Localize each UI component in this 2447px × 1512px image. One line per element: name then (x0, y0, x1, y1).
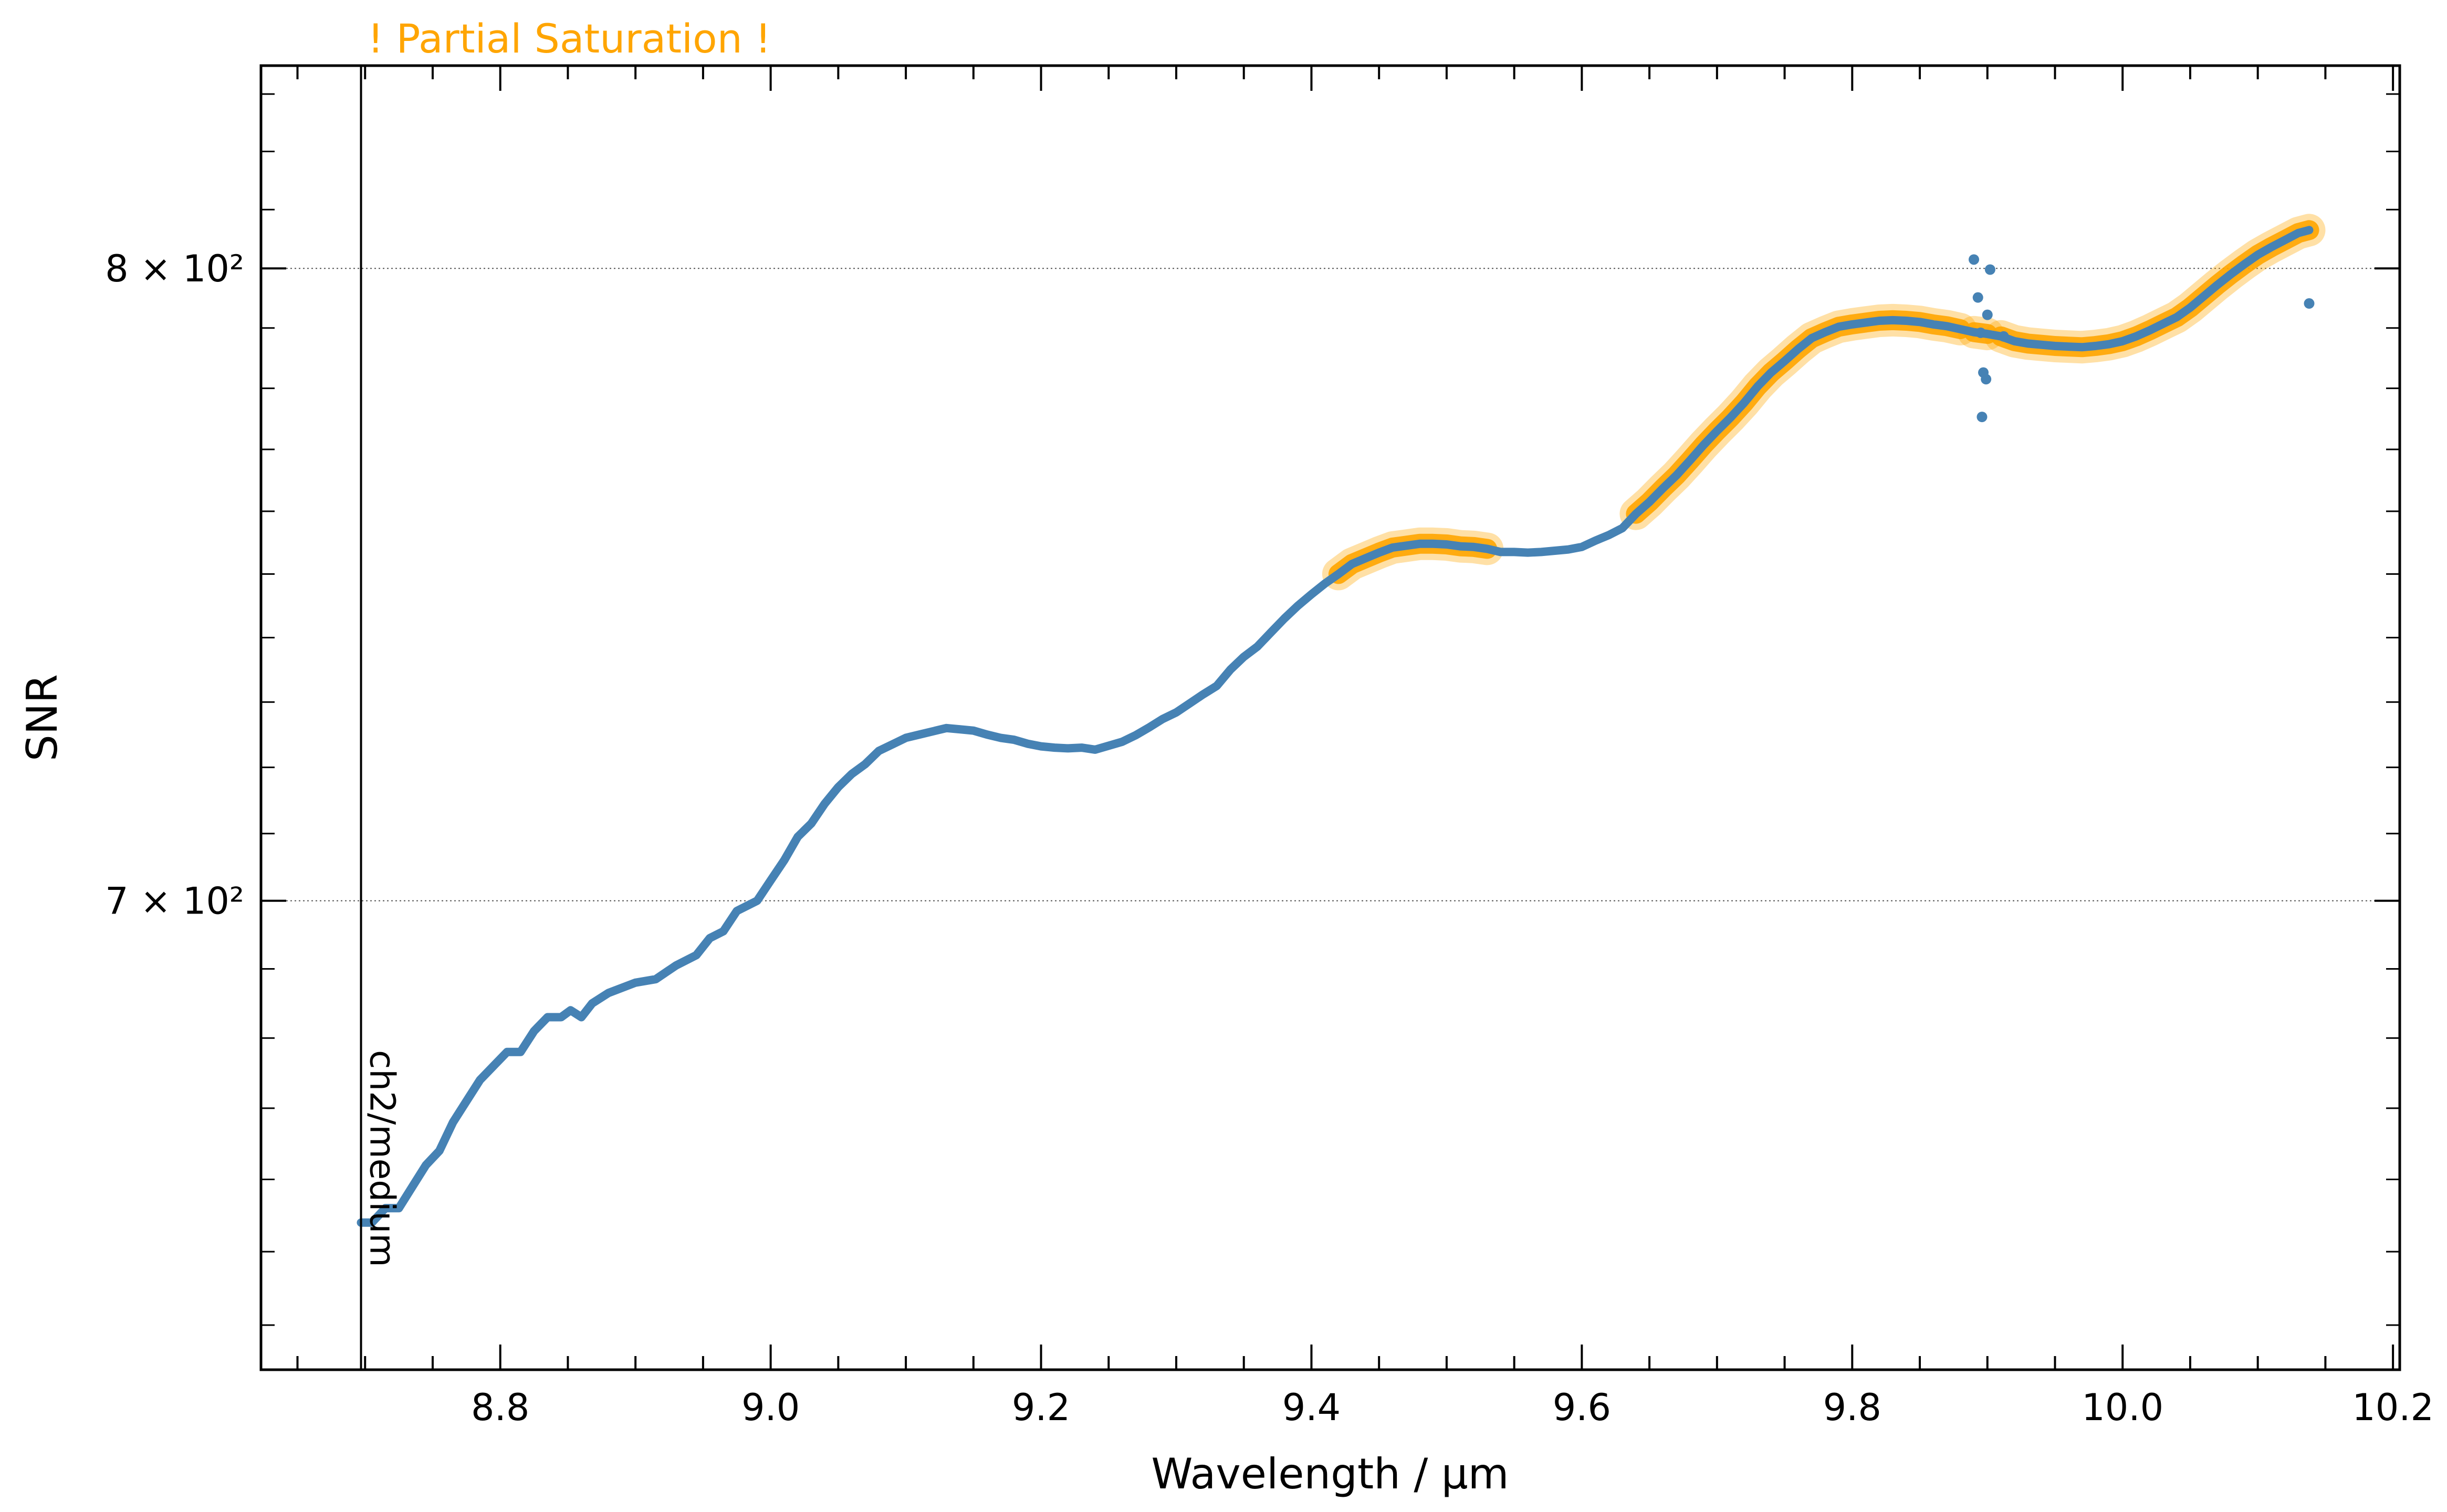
y-axis-label: SNR (18, 674, 67, 761)
grid-lines (261, 268, 2400, 901)
region-marker-label: ch2/medium (362, 1050, 403, 1267)
scatter-points (1969, 254, 2315, 423)
x-tick-label: 9.0 (741, 1386, 800, 1429)
x-tick-label: 10.0 (2082, 1386, 2163, 1429)
data-point (1982, 309, 1993, 320)
x-tick-label: 9.2 (1012, 1386, 1070, 1429)
x-tick-label: 9.4 (1282, 1386, 1341, 1429)
data-point (1969, 254, 1980, 265)
y-tick-label: 7 × 10² (105, 880, 244, 923)
x-axis-ticks: 8.8 9.0 9.2 9.4 9.6 9.8 10.0 10.2 (296, 66, 2434, 1429)
series-line (357, 226, 2314, 1227)
y-axis-ticks: 7 × 10² 8 × 10² (105, 93, 2400, 1326)
data-point (1981, 374, 1992, 385)
plot-frame (259, 64, 2401, 1371)
y-tick-label: 8 × 10² (105, 247, 244, 290)
data-point (1998, 331, 2009, 342)
x-axis-label: Wavelength / µm (1151, 1450, 1509, 1498)
data-point (1977, 412, 1988, 423)
data-point (1975, 327, 1986, 338)
x-tick-label: 9.8 (1823, 1386, 1881, 1429)
x-tick-label: 9.6 (1553, 1386, 1611, 1429)
data-point (1984, 264, 1995, 275)
x-tick-label: 10.2 (2352, 1386, 2434, 1429)
region-marker: ch2/medium (360, 66, 403, 1370)
x-tick-label: 8.8 (471, 1386, 529, 1429)
series-line-layer (357, 226, 2314, 1227)
data-point (2304, 298, 2315, 309)
saturation-highlights (1322, 214, 2326, 591)
saturation-warning: ! Partial Saturation ! (368, 15, 771, 62)
data-point (1972, 292, 1983, 303)
